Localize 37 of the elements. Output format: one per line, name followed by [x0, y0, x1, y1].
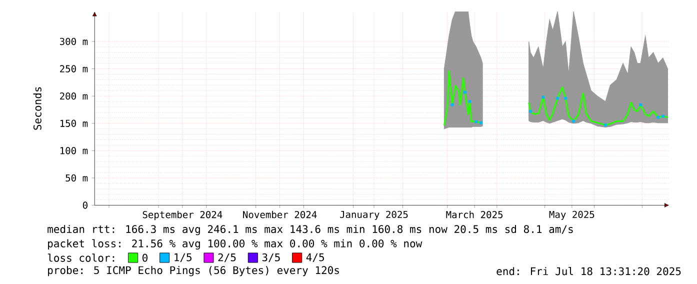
x-tick-label: May 2025: [549, 211, 594, 220]
legend-label: 4/5: [306, 254, 324, 262]
legend-label: 2/5: [218, 254, 236, 262]
text: median rtt: 166.3 ms avg 246.1 ms max 143.6 ms min 160.8 ms now 20.5 ms sd 8.1 am/s: [48, 225, 573, 236]
y-axis-title: Seconds: [33, 87, 42, 130]
point: [564, 97, 567, 100]
x-tick-label: September 2024: [142, 211, 222, 220]
point: [556, 97, 559, 100]
point: [656, 116, 660, 120]
y-tick-label: 150 m: [60, 120, 88, 128]
point: [464, 91, 466, 94]
y-tick-label: 250 m: [60, 65, 88, 73]
point: [572, 120, 575, 123]
point: [474, 120, 478, 124]
legend-label: 0: [142, 254, 148, 262]
y-tick-label: 0: [82, 202, 88, 210]
legend-label: 3/5: [262, 254, 280, 262]
point: [639, 104, 642, 106]
y-tick-label: 300 m: [60, 38, 88, 46]
y-tick-label: 200 m: [60, 92, 88, 100]
point: [468, 100, 472, 104]
point: [450, 104, 454, 106]
y-tick-label: 50 m: [66, 174, 88, 182]
point: [542, 96, 545, 99]
text: end: Fri Jul 18 13:31:20 2025: [496, 267, 681, 276]
point: [528, 110, 532, 114]
legend-title: loss color:: [48, 254, 114, 262]
text: packet loss: 21.56 % avg 100.00 % max 0.00 % min 0.00 % now: [48, 239, 422, 250]
y-tick-label: 100 m: [60, 147, 88, 154]
point: [480, 122, 482, 124]
text: probe: 5 ICMP Echo Pings (56 Bytes) every 120s: [48, 266, 339, 276]
legend-label: 1/5: [174, 254, 192, 262]
point: [661, 115, 664, 118]
x-tick-label: March 2025: [446, 211, 503, 218]
x-tick-label: January 2025: [340, 211, 408, 220]
x-tick-label: November 2024: [243, 211, 317, 218]
point: [604, 124, 607, 127]
